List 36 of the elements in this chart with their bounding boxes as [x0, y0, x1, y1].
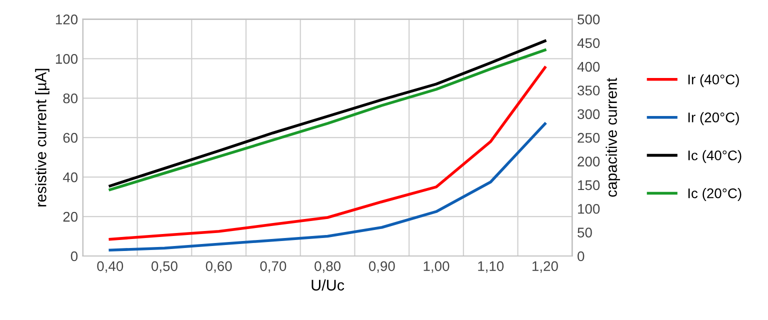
y2-tick-label: 0 [578, 251, 584, 262]
legend-label: Ic (20°C) [688, 188, 742, 201]
y-tick-label: 0 [70, 251, 78, 262]
y2-tick-label: 500 [578, 14, 600, 24]
x-axis-title: U/Uc [312, 279, 344, 291]
y2-tick-label: 450 [577, 38, 600, 48]
x-tick-label: 0,50 [152, 261, 178, 273]
x-tick-label: 1,10 [478, 261, 504, 273]
legend-label: Ic (40°C) [688, 150, 742, 164]
y2-tick-label: 50 [578, 228, 592, 238]
y2-tick-label: 100 [578, 204, 600, 214]
x-tick-label: 1,00 [424, 261, 450, 273]
y-axis-title: resistive current [µA] [35, 68, 50, 206]
y2-tick-label: 300 [578, 109, 600, 120]
x-tick-label: 0,80 [314, 261, 341, 273]
legend-label: Ir (20°C) [688, 112, 739, 126]
y2-tick-label: 200 [578, 156, 600, 166]
y-tick-label: 120 [56, 14, 78, 24]
y-tick-label: 60 [63, 132, 78, 143]
y-tick-label: 80 [63, 93, 78, 104]
y-tick-label: 40 [62, 172, 78, 182]
x-tick-label: 0,70 [260, 261, 286, 273]
line-series [108, 122, 546, 252]
y-tick-label: 100 [56, 54, 78, 64]
y2-tick-label: 400 [577, 62, 600, 72]
legend-label: Ir (40°C) [688, 74, 739, 88]
x-tick-label: 0,40 [97, 261, 124, 273]
x-tick-label: 0,60 [206, 261, 232, 273]
y2-tick-label: 150 [578, 180, 600, 190]
y2-tick-label: 250 [578, 132, 600, 143]
y-tick-label: 20 [63, 212, 78, 222]
line-series [108, 66, 546, 241]
x-tick-label: 0,90 [368, 261, 395, 273]
x-tick-label: 1,20 [532, 261, 558, 273]
y2-tick-label: 350 [578, 86, 600, 96]
y2-axis-title: capacitive current [606, 78, 620, 197]
